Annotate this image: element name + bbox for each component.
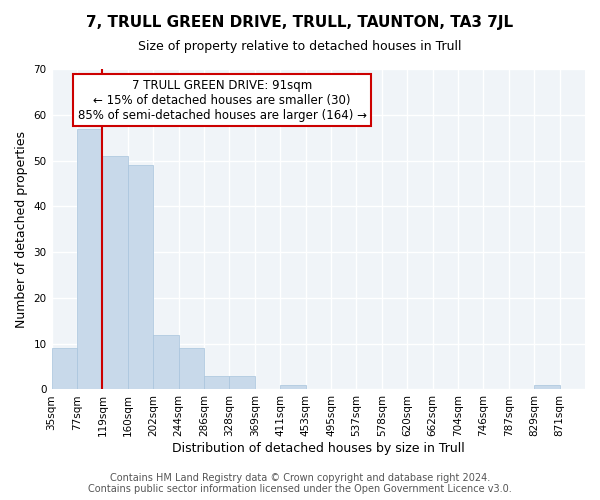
Bar (153, 334, 179, 390)
Bar (179, 348, 204, 390)
Y-axis label: Number of detached properties: Number of detached properties (15, 130, 28, 328)
Bar (229, 376, 255, 390)
X-axis label: Distribution of detached houses by size in Trull: Distribution of detached houses by size … (172, 442, 464, 455)
Bar (204, 376, 229, 390)
Text: 7 TRULL GREEN DRIVE: 91sqm
← 15% of detached houses are smaller (30)
85% of semi: 7 TRULL GREEN DRIVE: 91sqm ← 15% of deta… (78, 78, 367, 122)
Text: Size of property relative to detached houses in Trull: Size of property relative to detached ho… (138, 40, 462, 53)
Bar (128, 165, 153, 390)
Text: 7, TRULL GREEN DRIVE, TRULL, TAUNTON, TA3 7JL: 7, TRULL GREEN DRIVE, TRULL, TAUNTON, TA… (86, 15, 514, 30)
Bar (534, 385, 560, 390)
Bar (103, 156, 128, 390)
Bar (52, 348, 77, 390)
Bar (77, 128, 103, 390)
Bar (280, 385, 305, 390)
Text: Contains HM Land Registry data © Crown copyright and database right 2024.
Contai: Contains HM Land Registry data © Crown c… (88, 473, 512, 494)
